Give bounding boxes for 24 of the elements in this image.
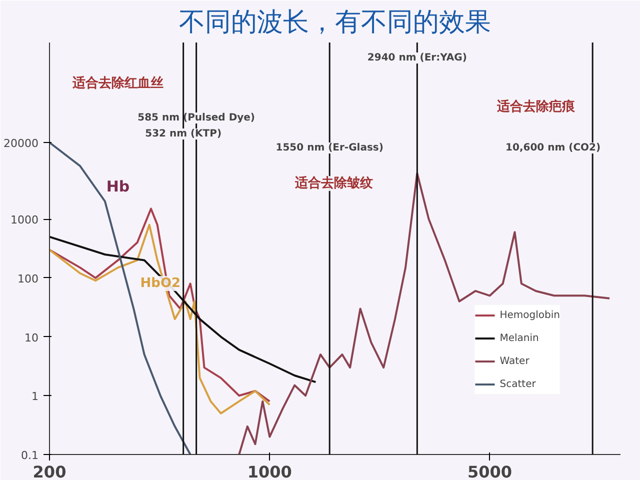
annotation: 适合去除疤痕 bbox=[496, 98, 576, 114]
legend-label: Hemoglobin bbox=[500, 310, 560, 320]
legend-label: Water bbox=[500, 356, 530, 366]
legend-label: Melanin bbox=[500, 332, 539, 344]
ref-line-label: 585 nm (Pulsed Dye) bbox=[138, 112, 256, 124]
chart-title: 不同的波长，有不同的效果 bbox=[179, 8, 491, 38]
ref-line-label: 10,600 nm (CO2) bbox=[506, 142, 601, 154]
y-tick-label: 100 bbox=[18, 272, 39, 286]
y-tick-label: 1000 bbox=[10, 214, 39, 227]
annotation: Hb bbox=[106, 178, 130, 196]
x-tick-label: 5000 bbox=[468, 462, 512, 480]
ref-line-label: 2940 nm (Er:YAG) bbox=[367, 52, 467, 64]
y-tick-label: 0.1 bbox=[21, 449, 39, 462]
annotation: HbO2 bbox=[140, 276, 181, 291]
y-tick-label: 1 bbox=[32, 390, 38, 404]
y-tick-label: 20000 bbox=[4, 136, 39, 150]
x-tick-label: 200 bbox=[32, 462, 66, 480]
x-tick-label: 1000 bbox=[247, 462, 292, 480]
annotation: 适合去除红血丝 bbox=[72, 74, 164, 91]
annotation: 适合去除皱纹 bbox=[294, 174, 373, 191]
ref-line-label: 532 nm (KTP) bbox=[145, 128, 222, 140]
y-tick-label: 10 bbox=[24, 331, 39, 344]
legend-label: Scatter bbox=[500, 378, 536, 390]
ref-line-label: 1550 nm (Er-Glass) bbox=[276, 142, 384, 154]
